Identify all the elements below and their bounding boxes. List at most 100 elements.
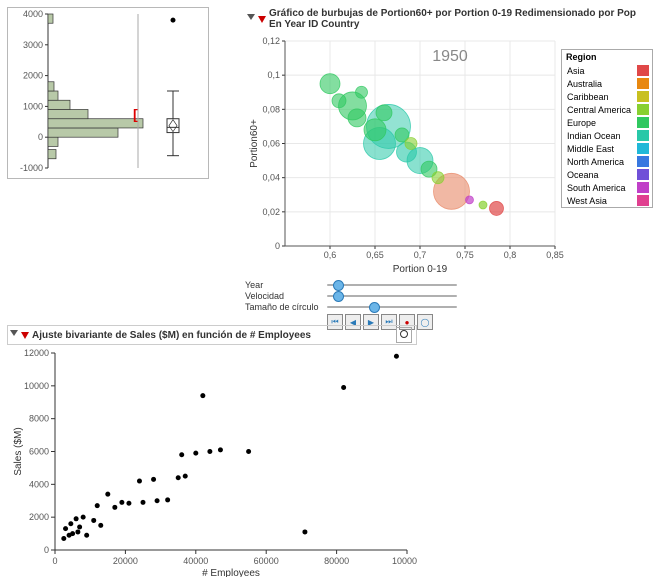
svg-text:0,85: 0,85 bbox=[546, 250, 564, 260]
legend-item[interactable]: Middle East bbox=[562, 142, 652, 155]
svg-text:4000: 4000 bbox=[29, 479, 49, 489]
svg-text:0,04: 0,04 bbox=[262, 173, 280, 183]
svg-text:12000: 12000 bbox=[24, 348, 49, 358]
scatter-title: Ajuste bivariante de Sales ($M) en funci… bbox=[32, 330, 311, 341]
legend-item[interactable]: Central America bbox=[562, 103, 652, 116]
slider-row: Year bbox=[245, 280, 653, 290]
legend-label: Middle East bbox=[565, 144, 633, 154]
svg-text:0,08: 0,08 bbox=[262, 104, 280, 114]
svg-text:0,75: 0,75 bbox=[456, 250, 474, 260]
bubble-chart: 0,6 0,65 0,7 0,75 0,8 0,85 0 0,02 0,04 0,06 0,08 0,… bbox=[245, 31, 565, 276]
svg-text:0,8: 0,8 bbox=[504, 250, 517, 260]
legend-item[interactable]: South America bbox=[562, 181, 652, 194]
svg-text:40000: 40000 bbox=[183, 556, 208, 566]
menu-triangle-icon[interactable] bbox=[258, 16, 266, 23]
selection-bracket: [ bbox=[133, 106, 138, 122]
svg-text:0,1: 0,1 bbox=[267, 70, 280, 80]
legend-swatch bbox=[637, 156, 649, 167]
svg-text:Portion60+: Portion60+ bbox=[249, 119, 260, 168]
bubble-chart-panel: Gráfico de burbujas de Portion60+ por Po… bbox=[245, 7, 653, 322]
bubble-title: Gráfico de burbujas de Portion60+ por Po… bbox=[269, 8, 651, 30]
legend-item[interactable]: Asia bbox=[562, 64, 652, 77]
slider-label: Year bbox=[245, 280, 327, 290]
legend-label: North America bbox=[565, 157, 633, 167]
legend-label: Central America bbox=[565, 105, 633, 115]
svg-text:0: 0 bbox=[44, 545, 49, 555]
svg-text:0: 0 bbox=[38, 132, 43, 142]
svg-text:Portion 0-19: Portion 0-19 bbox=[393, 264, 448, 275]
lasso-tool-icon[interactable] bbox=[396, 327, 412, 343]
legend-label: Oceana bbox=[565, 170, 633, 180]
svg-text:2000: 2000 bbox=[23, 71, 43, 81]
legend-item[interactable]: West Asia bbox=[562, 194, 652, 207]
svg-text:1950: 1950 bbox=[432, 48, 468, 65]
histogram-boxplot-panel: -1000 0 1000 2000 3000 4000 [ bbox=[7, 7, 209, 179]
legend-title: Region bbox=[562, 50, 652, 64]
slider-row: Tamaño de círculo bbox=[245, 302, 653, 312]
legend-swatch bbox=[637, 130, 649, 141]
slider-thumb[interactable] bbox=[333, 291, 344, 302]
legend-item[interactable]: North America bbox=[562, 155, 652, 168]
legend-item[interactable]: Oceana bbox=[562, 168, 652, 181]
legend-item[interactable]: Australia bbox=[562, 77, 652, 90]
legend-item[interactable]: Caribbean bbox=[562, 90, 652, 103]
scatter-chart: 0 20000 40000 60000 80000 100000 0 2000 4000 6000… bbox=[7, 345, 417, 577]
svg-text:0: 0 bbox=[275, 241, 280, 251]
slider-row: Velocidad bbox=[245, 291, 653, 301]
legend-label: South America bbox=[565, 183, 633, 193]
disclose-toggle[interactable] bbox=[247, 14, 255, 24]
svg-text:1000: 1000 bbox=[23, 101, 43, 111]
legend-swatch bbox=[637, 169, 649, 180]
slider-thumb[interactable] bbox=[333, 280, 344, 291]
svg-text:4000: 4000 bbox=[23, 9, 43, 19]
svg-text:0,6: 0,6 bbox=[324, 250, 337, 260]
slider-group: YearVelocidadTamaño de círculo bbox=[245, 280, 653, 312]
slider-thumb[interactable] bbox=[369, 302, 380, 313]
legend-label: Indian Ocean bbox=[565, 131, 633, 141]
svg-text:2000: 2000 bbox=[29, 512, 49, 522]
legend-label: Europe bbox=[565, 118, 633, 128]
legend-label: Caribbean bbox=[565, 92, 633, 102]
legend-swatch bbox=[637, 195, 649, 206]
legend: Region Asia Australia Caribbean Central Ame… bbox=[561, 49, 653, 208]
svg-text:6000: 6000 bbox=[29, 447, 49, 457]
legend-swatch bbox=[637, 117, 649, 128]
legend-swatch bbox=[637, 143, 649, 154]
legend-item[interactable]: Europe bbox=[562, 116, 652, 129]
histogram-boxplot-chart: -1000 0 1000 2000 3000 4000 bbox=[8, 8, 208, 178]
svg-text:-1000: -1000 bbox=[20, 163, 43, 173]
svg-text:0,65: 0,65 bbox=[366, 250, 384, 260]
legend-label: West Asia bbox=[565, 196, 633, 206]
legend-swatch bbox=[637, 91, 649, 102]
svg-text:0,7: 0,7 bbox=[414, 250, 427, 260]
legend-label: Asia bbox=[565, 66, 633, 76]
svg-text:100000: 100000 bbox=[392, 556, 417, 566]
svg-text:10000: 10000 bbox=[24, 381, 49, 391]
scatter-panel: Ajuste bivariante de Sales ($M) en funci… bbox=[7, 325, 417, 575]
slider-label: Velocidad bbox=[245, 291, 327, 301]
legend-swatch bbox=[637, 104, 649, 115]
svg-text:3000: 3000 bbox=[23, 40, 43, 50]
svg-text:20000: 20000 bbox=[113, 556, 138, 566]
legend-label: Australia bbox=[565, 79, 633, 89]
menu-triangle-icon[interactable] bbox=[21, 332, 29, 339]
svg-text:60000: 60000 bbox=[254, 556, 279, 566]
svg-text:80000: 80000 bbox=[324, 556, 349, 566]
svg-text:0,06: 0,06 bbox=[262, 139, 280, 149]
disclose-toggle[interactable] bbox=[10, 330, 18, 340]
playback-button[interactable]: ◯ bbox=[417, 314, 433, 330]
slider-track[interactable] bbox=[327, 280, 457, 290]
slider-label: Tamaño de círculo bbox=[245, 302, 327, 312]
svg-text:Sales ($M): Sales ($M) bbox=[13, 427, 24, 475]
legend-item[interactable]: Indian Ocean bbox=[562, 129, 652, 142]
svg-text:0: 0 bbox=[52, 556, 57, 566]
svg-text:8000: 8000 bbox=[29, 414, 49, 424]
legend-swatch bbox=[637, 78, 649, 89]
svg-text:0,12: 0,12 bbox=[262, 36, 280, 46]
legend-swatch bbox=[637, 65, 649, 76]
slider-track[interactable] bbox=[327, 291, 457, 301]
legend-swatch bbox=[637, 182, 649, 193]
svg-text:# Employees: # Employees bbox=[202, 568, 260, 577]
slider-track[interactable] bbox=[327, 302, 457, 312]
svg-text:0,02: 0,02 bbox=[262, 207, 280, 217]
